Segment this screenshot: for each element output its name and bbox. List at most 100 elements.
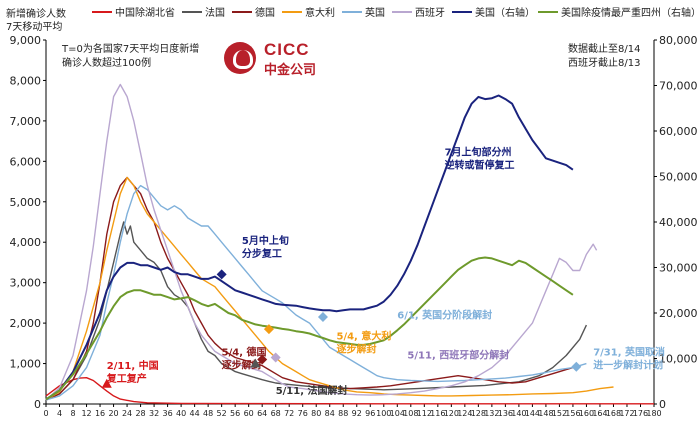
x-tick-label: 104	[390, 409, 405, 418]
left-tick-label: 0	[34, 398, 41, 411]
left-tick-label: 5,000	[10, 196, 42, 209]
annotation-label-7-1: 分步复工	[242, 247, 282, 260]
x-tick-label: 36	[163, 409, 173, 418]
x-tick-label: 176	[633, 409, 648, 418]
series-us_ex4	[45, 256, 574, 401]
left-tick-label: 6,000	[10, 155, 42, 168]
right-axis: 0 10,000 20,000 30,000 40,000 50,000 60,000 70,…	[653, 34, 698, 411]
annotation-marker-2	[250, 358, 261, 368]
x-tick-label: 56	[230, 409, 240, 418]
x-tick-label: 116	[430, 409, 445, 418]
annotation-label-6-1: 进一步解封计划	[593, 358, 663, 371]
legend-label-uk: 英国	[365, 6, 385, 19]
annotation-marker-6	[571, 361, 582, 372]
annotation-marker-5	[317, 312, 328, 323]
source-note-1: 数据截止至8/14	[568, 42, 640, 55]
legend-label-hubei: 中国除湖北省	[115, 6, 175, 19]
right-tick-label: 60,000	[659, 125, 698, 138]
left-axis: 0 1,000 2,000 3,000 4,000 5,000 6,000 7,000 8,00…	[10, 34, 47, 411]
x-tick-label: 124	[457, 409, 472, 418]
logo-en: CICC	[264, 40, 310, 59]
x-tick-label: 64	[257, 409, 267, 418]
legend-label-spain: 西班牙	[415, 7, 445, 19]
annotation-label-1-1: 逐步解封	[222, 358, 262, 371]
right-tick-label: 20,000	[659, 307, 698, 320]
x-tick-label: 136	[498, 409, 513, 418]
x-tick-label: 144	[525, 409, 540, 418]
x-tick-label: 128	[471, 409, 486, 418]
x-tick-label: 100	[376, 409, 391, 418]
series-uk	[45, 184, 587, 401]
annotation-marker-3	[263, 324, 274, 335]
right-tick-label: 50,000	[659, 171, 698, 184]
x-tick-label: 48	[203, 409, 213, 418]
left-tick-label: 7,000	[10, 115, 42, 128]
logo-cn: 中金公司	[264, 63, 317, 78]
x-tick-label: 20	[108, 409, 118, 418]
series-layer	[45, 83, 654, 405]
annotation-label-3-0: 5/4, 意大利	[336, 329, 391, 342]
x-tick-label: 12	[81, 409, 91, 418]
annotation-label-8-1: 逆转或暂停复工	[445, 158, 515, 171]
series-spain	[45, 83, 598, 401]
x-tick-label: 60	[244, 409, 254, 418]
note-line-1: T=0为各国家7天平均日度新增	[61, 42, 199, 55]
x-tick-label: 24	[122, 409, 132, 418]
cicc-logo-icon	[224, 42, 256, 74]
left-tick-label: 8,000	[10, 74, 42, 87]
right-tick-label: 40,000	[659, 216, 698, 229]
x-tick-label: 160	[579, 409, 594, 418]
left-tick-label: 2,000	[10, 317, 42, 330]
annotation-marker-0	[101, 378, 112, 388]
x-tick-label: 164	[592, 409, 607, 418]
x-tick-label: 96	[365, 409, 375, 418]
x-tick-label: 92	[352, 409, 362, 418]
x-tick-label: 180	[646, 409, 661, 418]
right-tick-label: 30,000	[659, 262, 698, 275]
x-tick-label: 16	[95, 409, 105, 418]
annotation-marker-1	[257, 354, 268, 365]
x-tick-label: 108	[403, 409, 418, 418]
x-tick-label: 84	[325, 409, 335, 418]
series-italy	[45, 176, 614, 401]
right-tick-label: 10,000	[659, 353, 698, 366]
x-tick-label: 40	[176, 409, 186, 418]
x-tick-label: 80	[311, 409, 321, 418]
x-tick-label: 172	[619, 409, 634, 418]
x-tick-label: 148	[538, 409, 553, 418]
x-tick-label: 8	[70, 409, 75, 418]
right-tick-label: 80,000	[659, 34, 698, 47]
left-tick-label: 9,000	[10, 34, 42, 47]
series-us	[45, 94, 574, 401]
left-axis-title-1: 新增确诊人数	[6, 7, 66, 20]
cicc-logo: CICC 中金公司	[224, 40, 334, 78]
annotation-label-7-0: 5月中上旬	[242, 234, 289, 247]
annotation-label-0-0: 2/11, 中国	[107, 359, 159, 372]
x-tick-label: 0	[43, 409, 48, 418]
annotation-marker-7	[216, 269, 227, 280]
left-tick-label: 3,000	[10, 277, 42, 290]
x-tick-label: 168	[606, 409, 621, 418]
legend-label-us: 美国（右轴）	[475, 6, 535, 19]
x-tick-label: 28	[135, 409, 145, 418]
annotation-label-6-0: 7/31, 英国取消	[593, 345, 665, 358]
note-line-2: 确诊人数超过100例	[62, 56, 151, 69]
annotation-marker-4	[270, 352, 281, 363]
legend: 中国除湖北省 法国 德国 意大利 英国 西班牙 美国（右轴） 美国除疫情最严重四州（右轴）	[92, 6, 700, 19]
annotation-label-2-0: 5/11, 法国解封	[276, 384, 348, 397]
x-axis: 0 4 8 12 16 20 24 28 32 36 40 44 48 52 56 60 64 68 72 76 80 8…	[43, 403, 662, 418]
x-tick-label: 132	[484, 409, 499, 418]
left-tick-label: 1,000	[10, 358, 42, 371]
annotation-label-0-1: 复工复产	[106, 372, 147, 385]
series-france	[45, 221, 588, 401]
x-tick-label: 52	[217, 409, 227, 418]
x-tick-label: 76	[298, 409, 308, 418]
left-tick-label: 4,000	[10, 236, 42, 249]
x-tick-label: 72	[284, 409, 294, 418]
source-note-2: 西班牙截止8/13	[568, 56, 640, 69]
annotation-label-4-0: 5/11, 西班牙部分解封	[407, 349, 509, 362]
x-tick-label: 120	[444, 409, 459, 418]
legend-label-france: 法国	[205, 6, 225, 19]
annotation-label-1-0: 5/4, 德国	[222, 345, 267, 358]
